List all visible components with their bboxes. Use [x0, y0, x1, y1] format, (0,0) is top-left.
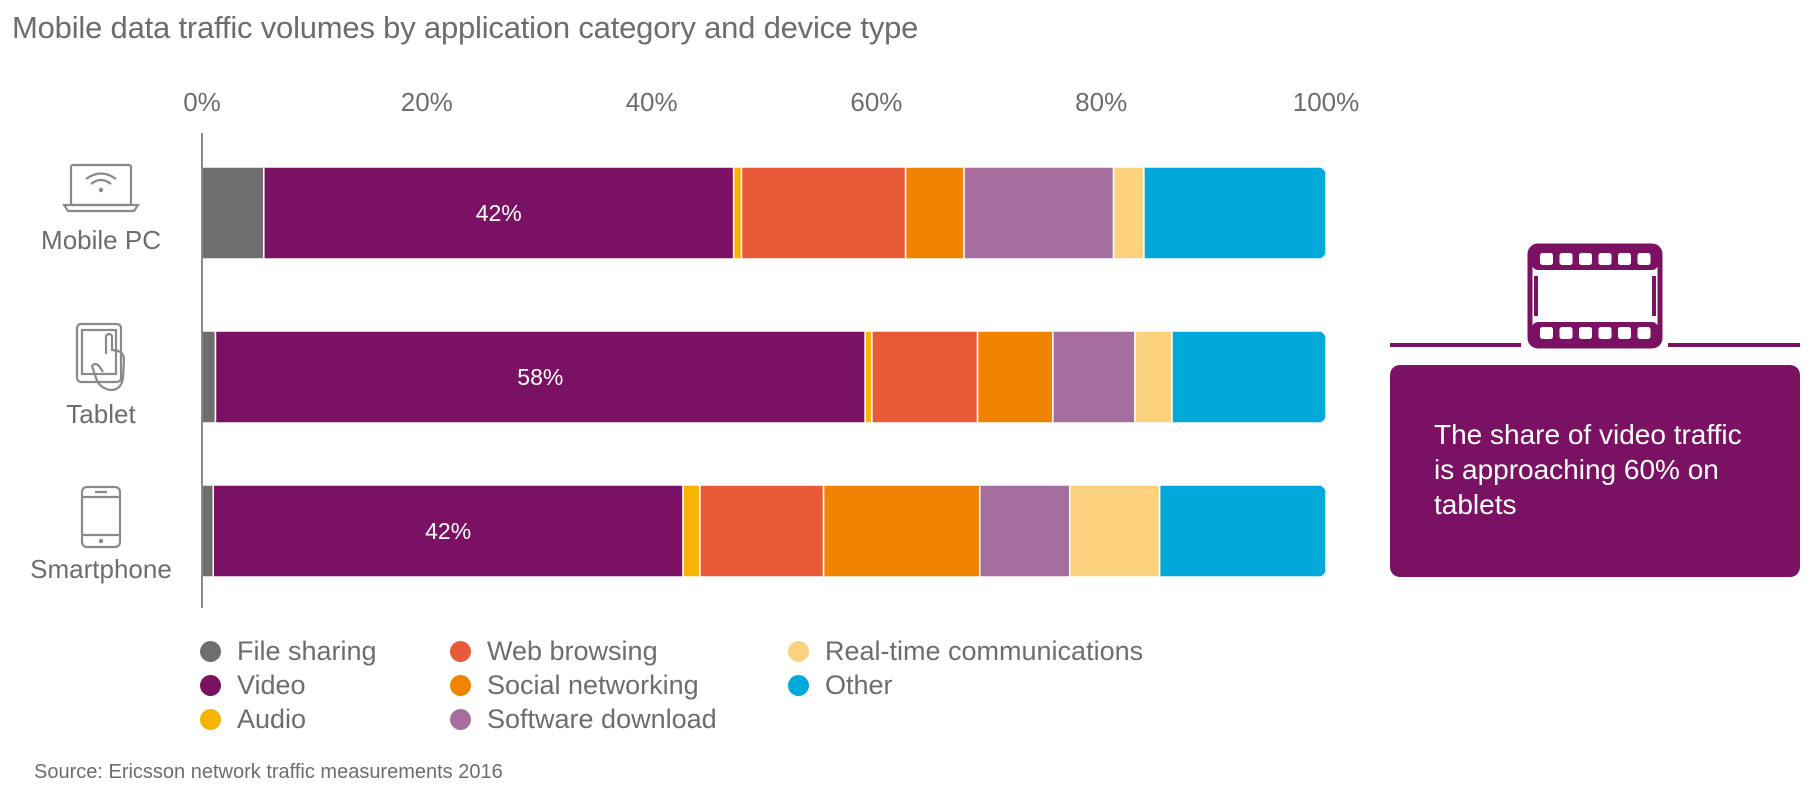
- legend: File sharing Video Audio Web browsing Social…: [200, 636, 1180, 746]
- bar-segment: [963, 167, 1115, 259]
- bar-group: [202, 167, 1326, 259]
- bar-segment: [1171, 331, 1326, 423]
- chart-title: Mobile data traffic volumes by applicati…: [12, 10, 919, 45]
- legend-item: Social networking: [450, 670, 699, 701]
- legend-label: Video: [237, 670, 306, 700]
- bar-segment: [699, 485, 825, 577]
- bar-group: [202, 331, 1326, 423]
- device-label: Tablet: [66, 399, 136, 429]
- bar-segment: [1112, 167, 1145, 259]
- legend-item: File sharing: [200, 636, 377, 667]
- legend-swatch: [450, 675, 471, 696]
- bar-segment: [1052, 331, 1136, 423]
- bar-segment: [740, 167, 907, 259]
- legend-swatch: [200, 641, 221, 662]
- legend-item: Real-time communications: [788, 636, 1143, 667]
- legend-label: File sharing: [237, 636, 377, 666]
- legend-label: Real-time communications: [825, 636, 1144, 666]
- bar-segment: [1143, 167, 1326, 259]
- callout-text: The share of video traffic is approachin…: [1434, 419, 1742, 520]
- bar-group: [202, 485, 1326, 577]
- legend-label: Web browsing: [487, 636, 658, 666]
- x-tick-label: 80%: [1075, 87, 1127, 117]
- x-tick-label: 0%: [183, 87, 221, 117]
- legend-item: Video: [200, 670, 306, 701]
- x-tick-label: 40%: [626, 87, 678, 117]
- device-label: Smartphone: [30, 554, 172, 584]
- bar-segment: [1158, 485, 1326, 577]
- bar-segment: [202, 167, 265, 259]
- data-label: 42%: [476, 200, 522, 226]
- film-strip-icon: [1390, 243, 1800, 349]
- bar-segment: [202, 331, 217, 423]
- bar-segment: [212, 485, 684, 577]
- legend-item: Other: [788, 670, 893, 701]
- legend-swatch: [788, 675, 809, 696]
- bar-segment: [1068, 485, 1161, 577]
- legend-label: Social networking: [487, 670, 699, 700]
- bar-segment: [822, 485, 981, 577]
- tablet-touch-icon: [75, 322, 126, 392]
- bar-segment: [732, 167, 743, 259]
- bar-segment: [1134, 331, 1173, 423]
- bars: 42% 58% 42%: [202, 167, 1326, 577]
- callout-box: The share of video traffic is approachin…: [1390, 365, 1800, 577]
- bar-segment: [976, 331, 1054, 423]
- legend-swatch: [450, 709, 471, 730]
- legend-label: Software download: [487, 704, 717, 734]
- x-axis-ticks: 0% 20% 40% 60% 80% 100%: [183, 87, 1359, 117]
- x-tick-label: 20%: [401, 87, 453, 117]
- bar-segment: [904, 167, 965, 259]
- legend-swatch: [450, 641, 471, 662]
- legend-swatch: [788, 641, 809, 662]
- legend-item: Software download: [450, 704, 717, 735]
- source-note: Source: Ericsson network traffic measure…: [34, 761, 503, 783]
- laptop-wifi-icon: [61, 163, 141, 213]
- legend-label: Other: [825, 670, 893, 700]
- legend-item: Audio: [200, 704, 306, 735]
- x-tick-label: 60%: [850, 87, 902, 117]
- legend-item: Web browsing: [450, 636, 658, 667]
- data-label: 42%: [425, 518, 471, 544]
- bar-segment: [979, 485, 1071, 577]
- bar-segment: [214, 331, 866, 423]
- device-labels: Mobile PC Tablet Smartphone: [30, 225, 172, 584]
- legend-label: Audio: [237, 704, 307, 734]
- bar-segment: [864, 331, 873, 423]
- legend-swatch: [200, 675, 221, 696]
- bar-segment: [263, 167, 735, 259]
- legend-swatch: [200, 709, 221, 730]
- x-tick-label: 100%: [1293, 87, 1360, 117]
- bar-segment: [871, 331, 979, 423]
- device-label: Mobile PC: [41, 225, 161, 255]
- smartphone-icon: [80, 485, 122, 549]
- bar-segment: [202, 485, 214, 577]
- data-label: 58%: [517, 364, 563, 390]
- bar-segment: [682, 485, 701, 577]
